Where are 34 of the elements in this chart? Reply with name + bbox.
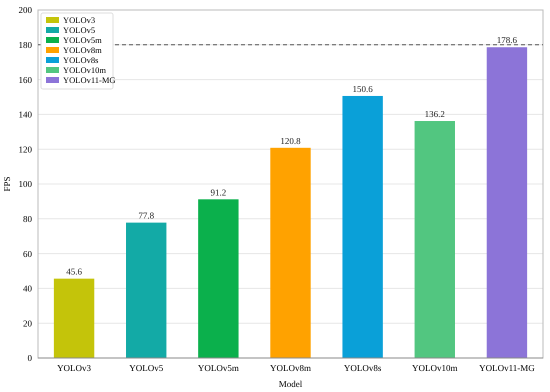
data-label: 136.2 bbox=[424, 109, 445, 120]
data-label: 120.8 bbox=[280, 136, 302, 146]
y-tick-label: 180 bbox=[18, 40, 32, 50]
y-tick-label: 140 bbox=[18, 110, 32, 120]
legend-label: YOLOv8s bbox=[63, 54, 98, 65]
y-axis-title: FPS bbox=[2, 176, 12, 192]
data-label: 77.8 bbox=[138, 210, 155, 221]
data-label: 91.2 bbox=[210, 187, 226, 198]
legend-label: YOLOv5m bbox=[63, 34, 102, 45]
x-tick-label: YOLOv5 bbox=[129, 363, 164, 373]
y-tick-label: 20 bbox=[23, 318, 32, 328]
y-tick-label: 120 bbox=[18, 144, 32, 154]
data-label: 45.6 bbox=[66, 266, 82, 277]
x-axis-title: Model bbox=[278, 379, 303, 389]
y-tick-label: 60 bbox=[23, 248, 32, 259]
legend-label: YOLOv10m bbox=[63, 64, 106, 75]
legend-label: YOLOv8m bbox=[63, 44, 102, 55]
legend-label: YOLOv11-MG bbox=[63, 74, 116, 85]
x-tick-label: YOLOv8m bbox=[270, 363, 311, 373]
x-tick-label: YOLOv5m bbox=[198, 363, 239, 373]
legend-label: YOLOv5 bbox=[63, 24, 96, 35]
y-tick-label: 160 bbox=[18, 74, 32, 85]
x-tick-label: YOLOv3 bbox=[57, 363, 92, 373]
x-tick-label: YOLOv10m bbox=[412, 363, 458, 373]
x-tick-label: YOLOv8s bbox=[344, 363, 382, 373]
y-tick-label: 100 bbox=[18, 179, 32, 190]
legend-label: YOLOv3 bbox=[63, 14, 96, 25]
y-tick-label: 0 bbox=[28, 353, 32, 364]
data-label: 150.6 bbox=[352, 84, 374, 94]
x-tick-label: YOLOv11-MG bbox=[479, 363, 536, 373]
y-tick-label: 40 bbox=[23, 284, 32, 294]
data-label: 178.6 bbox=[496, 35, 518, 46]
y-tick-label: 200 bbox=[18, 5, 32, 16]
y-tick-label: 80 bbox=[23, 214, 32, 224]
